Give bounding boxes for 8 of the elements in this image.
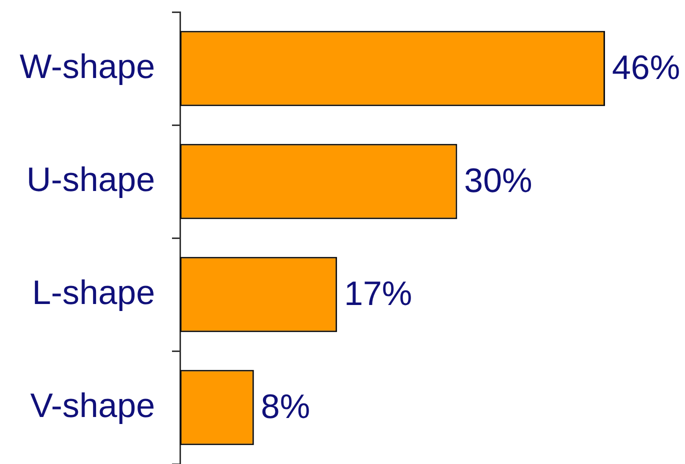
data-label: 30% xyxy=(464,162,532,200)
y-tick-label: V-shape xyxy=(30,386,155,425)
y-tick-label: L-shape xyxy=(32,274,155,312)
data-label: 17% xyxy=(344,274,412,313)
y-tick-label: W-shape xyxy=(20,48,155,86)
data-label: 46% xyxy=(612,48,680,87)
data-label: 8% xyxy=(260,388,310,426)
y-tick-label: U-shape xyxy=(26,160,155,199)
